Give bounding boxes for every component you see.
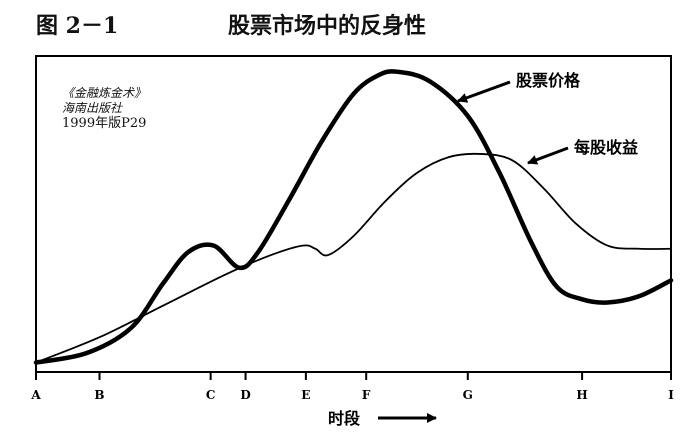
x-tick-label-c: C <box>206 388 216 402</box>
x-tick-label-e: E <box>301 388 310 402</box>
stock-price-line <box>33 69 674 365</box>
series-label-stock-price: 股票价格 <box>516 71 581 90</box>
x-axis-label: 时段 <box>328 409 361 428</box>
figure-number: 图 2－1 <box>36 13 119 39</box>
note-book-title: 《金融炼金术》 <box>62 86 147 100</box>
eps-arrow <box>527 146 569 165</box>
series-label-eps: 每股收益 <box>574 138 638 157</box>
x-tick-label-h: H <box>576 388 587 402</box>
x-tick-label-d: D <box>240 388 250 402</box>
source-note: 《金融炼金术》 海南出版社 1999年版P29 <box>62 86 146 131</box>
earnings-per-share-line <box>35 152 672 364</box>
x-tick-label-b: B <box>94 388 104 402</box>
note-publisher: 海南出版社 <box>62 101 123 115</box>
plot-frame <box>35 55 672 373</box>
x-tick-label-i: I <box>668 388 674 402</box>
x-tick-label-a: A <box>30 388 41 402</box>
stock-price-arrow <box>457 80 511 103</box>
x-tick-label-f: F <box>362 388 371 402</box>
note-edition: 1999年版P29 <box>62 116 147 131</box>
x-tick-label-g: G <box>463 388 473 402</box>
chart-title: 股票市场中的反身性 <box>228 14 427 39</box>
